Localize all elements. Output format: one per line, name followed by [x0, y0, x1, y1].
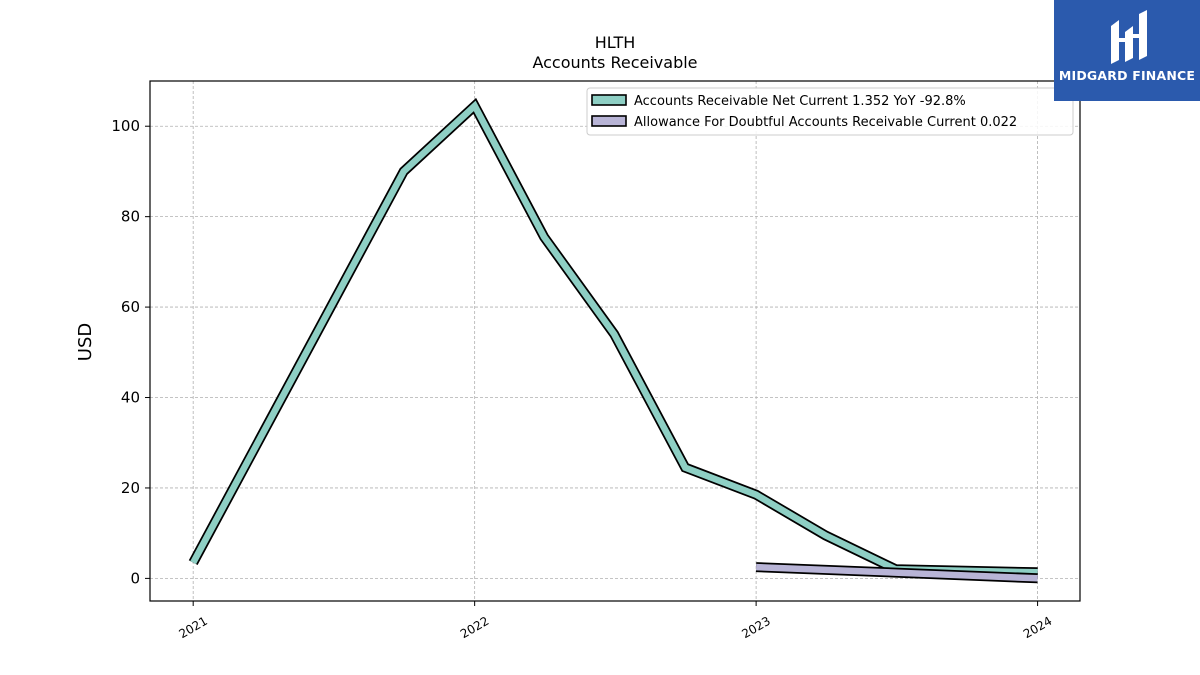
chart-subtitle: Accounts Receivable: [532, 53, 697, 72]
y-axis: 0 20 40 60 80 100: [111, 117, 150, 587]
y-tick-label: 0: [130, 569, 140, 587]
y-tick-label: 80: [121, 208, 140, 226]
x-axis: 2021 2022 2023 2024: [176, 601, 1054, 641]
x-tick-label: 2021: [176, 614, 209, 641]
x-tick-label: 2024: [1021, 614, 1054, 641]
legend-swatch: [591, 94, 627, 106]
legend-label: Accounts Receivable Net Current 1.352 Yo…: [634, 94, 966, 109]
y-axis-label: USD: [75, 323, 96, 361]
midgard-finance-logo: MIDGARD FINANCE: [1054, 0, 1200, 101]
logo-mark-icon: [1111, 10, 1147, 64]
chart-title: HLTH: [595, 33, 636, 52]
y-tick-label: 20: [121, 479, 140, 497]
legend: Accounts Receivable Net Current 1.352 Yo…: [586, 87, 1074, 136]
y-tick-label: 40: [121, 389, 140, 407]
y-tick-label: 60: [121, 298, 140, 316]
legend-swatch: [591, 115, 627, 127]
series-line-0: [190, 100, 1038, 576]
legend-box: [586, 87, 1074, 136]
x-tick-label: 2022: [458, 614, 491, 641]
series-layer: [188, 97, 1038, 584]
logo-text: MIDGARD FINANCE: [1058, 68, 1196, 83]
series-line-1: [755, 563, 1038, 582]
legend-label: Allowance For Doubtful Accounts Receivab…: [634, 115, 1017, 130]
x-tick-label: 2023: [739, 614, 772, 641]
y-tick-label: 100: [111, 117, 140, 135]
plot-frame: [149, 80, 1081, 602]
